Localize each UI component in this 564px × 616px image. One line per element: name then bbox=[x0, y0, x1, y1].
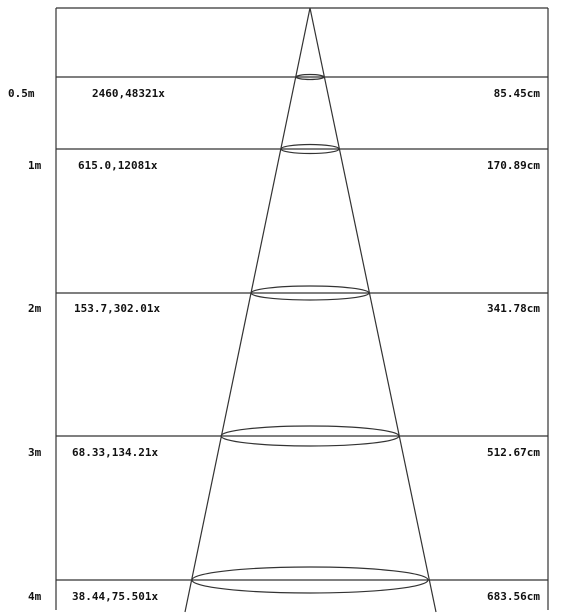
beam-ellipse-1m bbox=[280, 143, 340, 155]
beam-ellipse-3m bbox=[220, 425, 400, 447]
diameter-label: 170.89cm bbox=[487, 159, 540, 172]
diameter-label: 341.78cm bbox=[487, 302, 540, 315]
illuminance-label: 153.7,302.01x bbox=[74, 302, 160, 315]
beam-ellipse-4m bbox=[191, 566, 429, 594]
distance-label: 4m bbox=[28, 590, 42, 603]
diameter-label: 683.56cm bbox=[487, 590, 540, 603]
cone-right-edge bbox=[309, 7, 437, 613]
distance-label: 1m bbox=[28, 159, 42, 172]
illuminance-label: 38.44,75.501x bbox=[72, 590, 158, 603]
illuminance-label: 615.0,12081x bbox=[78, 159, 158, 172]
cone-left-edge bbox=[184, 7, 311, 613]
distance-label: 3m bbox=[28, 446, 42, 459]
illuminance-label: 68.33,134.21x bbox=[72, 446, 158, 459]
distance-label: 0.5m bbox=[8, 87, 35, 100]
diameter-label: 85.45cm bbox=[494, 87, 541, 100]
diameter-label: 512.67cm bbox=[487, 446, 540, 459]
beam-ellipse-2m bbox=[250, 285, 370, 301]
beam-ellipse-0.5m bbox=[295, 73, 325, 81]
distance-label: 2m bbox=[28, 302, 42, 315]
illuminance-label: 2460,48321x bbox=[92, 87, 165, 100]
